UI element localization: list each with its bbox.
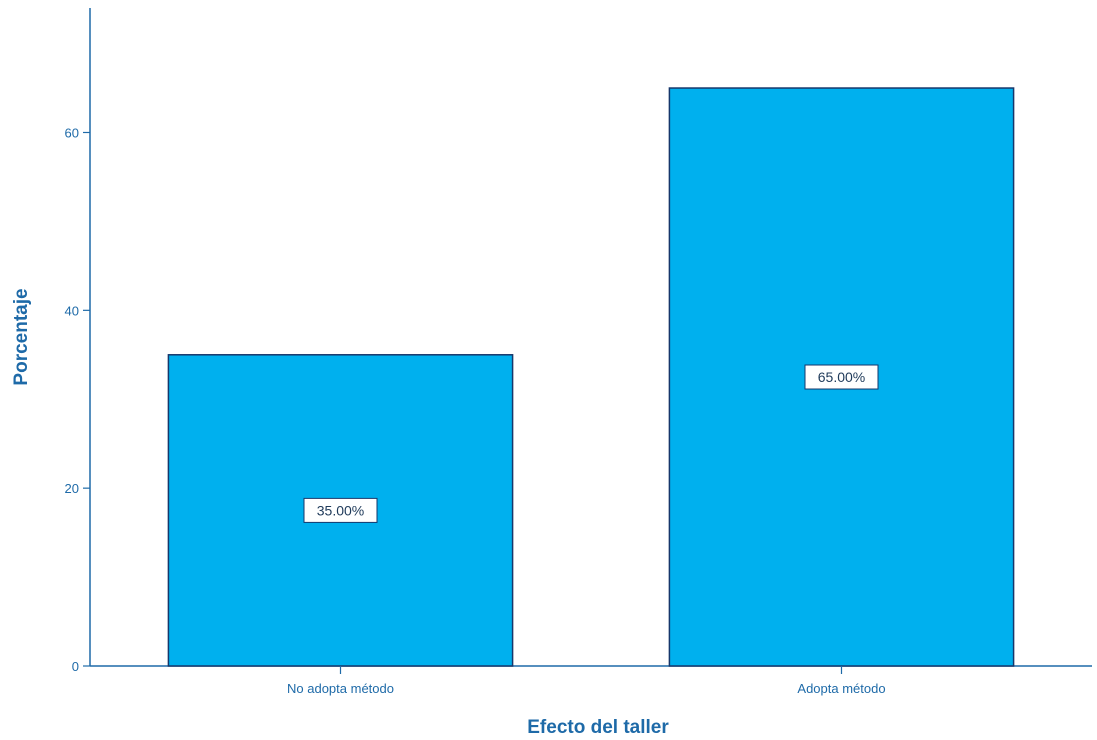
y-axis-title: Porcentaje [11, 288, 32, 385]
data-label: 65.00% [818, 369, 865, 385]
y-tick-label: 20 [65, 481, 79, 496]
y-tick-label: 0 [72, 659, 79, 674]
data-label-box [804, 364, 879, 390]
data-label: 35.00% [317, 502, 364, 518]
y-tick-label: 40 [65, 303, 79, 318]
x-axis-title: Efecto del taller [527, 717, 669, 738]
x-tick-label: No adopta método [287, 681, 394, 696]
y-tick-label: 60 [65, 125, 79, 140]
data-label-box [303, 497, 378, 523]
plot-area: 0 20 40 60 No adopta método 35.00% Adopta méto… [65, 8, 1092, 696]
x-tick-label: Adopta método [797, 681, 885, 696]
